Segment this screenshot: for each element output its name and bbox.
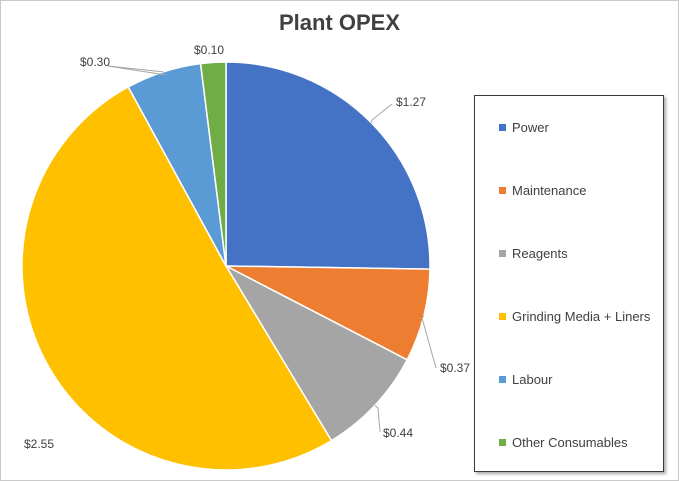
legend-item: Labour xyxy=(499,372,552,387)
data-label: $0.37 xyxy=(440,361,470,375)
legend-swatch xyxy=(499,439,506,446)
legend-swatch xyxy=(499,124,506,131)
leader-line xyxy=(370,103,393,123)
legend-label: Labour xyxy=(512,372,553,387)
legend-label: Maintenance xyxy=(512,183,587,198)
data-label: $0.44 xyxy=(383,426,413,440)
legend-label: Reagents xyxy=(512,246,568,261)
data-label: $0.30 xyxy=(80,55,110,69)
data-label: $1.27 xyxy=(396,95,426,109)
leader-line xyxy=(374,405,381,433)
pie-slices xyxy=(21,61,431,471)
legend-item: Maintenance xyxy=(499,183,586,198)
leader-lines xyxy=(107,65,437,433)
data-label: $2.55 xyxy=(24,437,54,451)
legend: Power Maintenance Reagents Grinding Media +… xyxy=(474,95,664,472)
chart-title: Plant OPEX xyxy=(278,10,401,35)
data-labels: $1.27 $0.37 $0.44 $2.55 $0.30 $0.10 xyxy=(24,43,470,451)
pie-slice-other-consumables xyxy=(199,61,227,267)
legend-label: Grinding Media + Liners xyxy=(512,309,651,324)
legend-item: Reagents xyxy=(499,246,568,261)
legend-swatch xyxy=(499,250,506,257)
pie-slice-reagents xyxy=(223,264,409,442)
legend-item: Other Consumables xyxy=(499,435,628,450)
pie-slice-power xyxy=(225,61,431,270)
pie-slice-grinding-media-liners xyxy=(21,85,333,471)
leader-line xyxy=(421,315,437,369)
data-label: $0.10 xyxy=(194,43,224,57)
legend-swatch xyxy=(499,187,506,194)
leader-line xyxy=(107,65,167,76)
legend-label: Power xyxy=(512,120,549,135)
legend-item: Power xyxy=(499,120,549,135)
legend-swatch xyxy=(499,313,506,320)
legend-item: Grinding Media + Liners xyxy=(499,309,650,324)
legend-label: Other Consumables xyxy=(512,435,628,450)
legend-swatch xyxy=(499,376,506,383)
